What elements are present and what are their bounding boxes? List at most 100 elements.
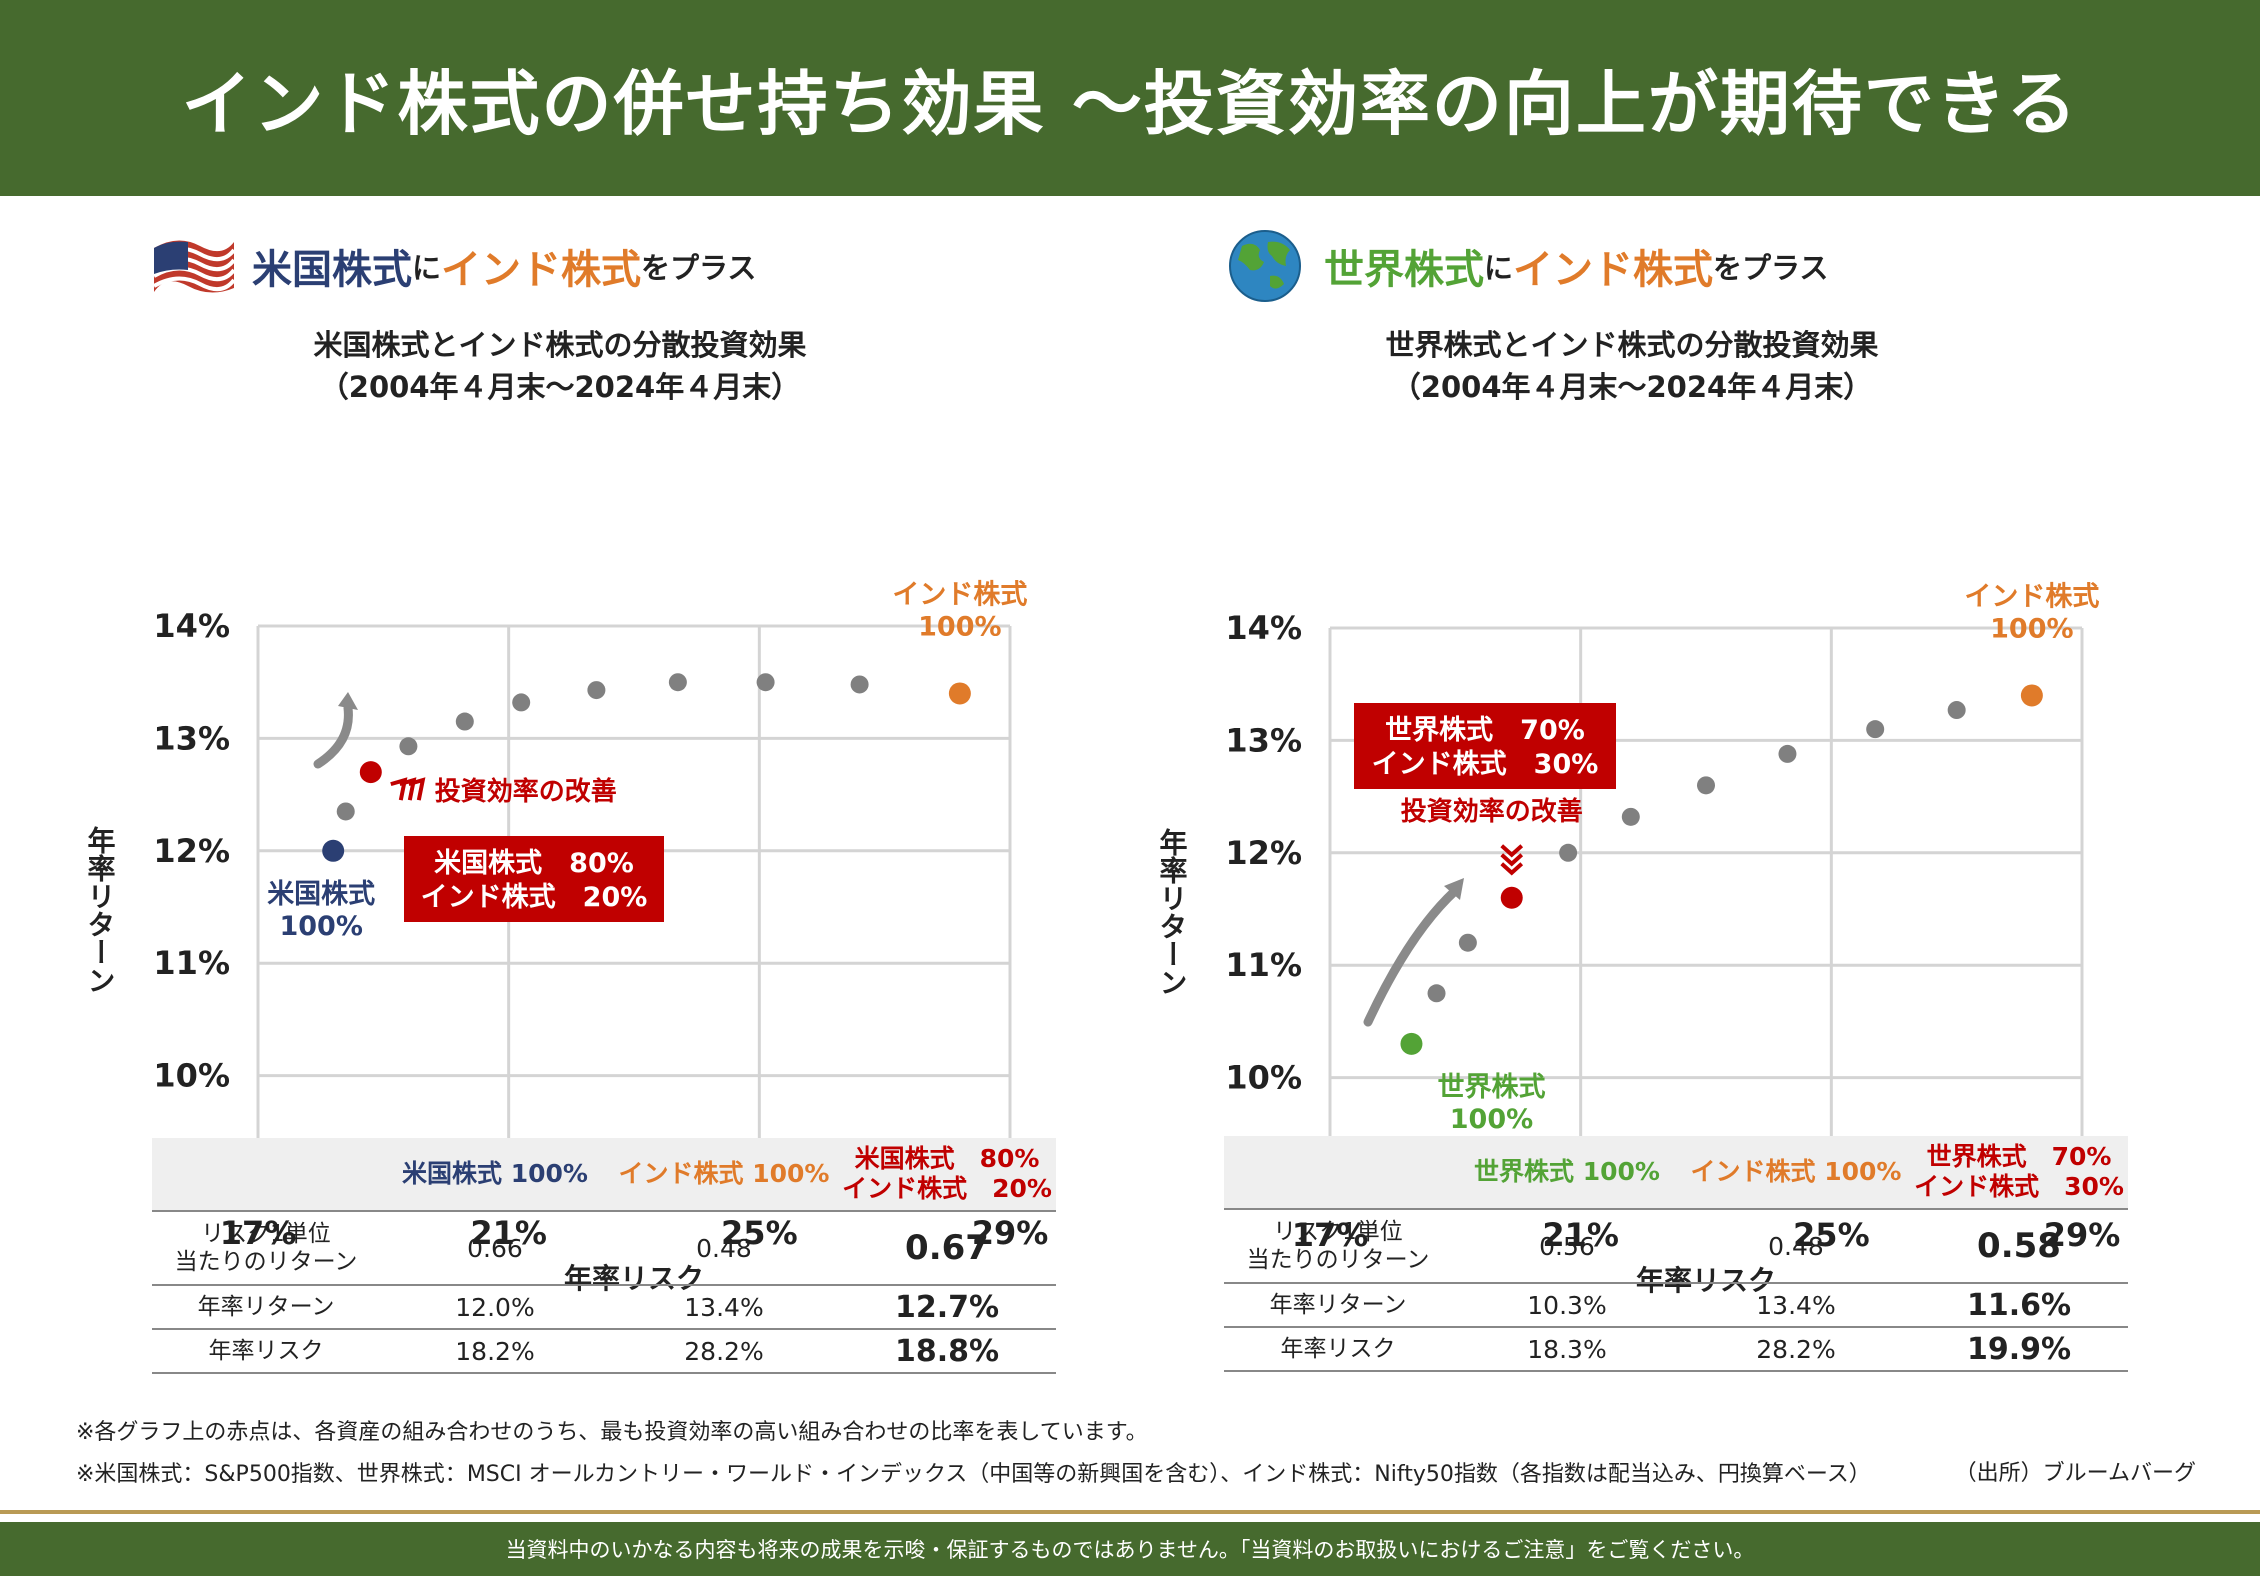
- row-label: 年率リターン: [1224, 1283, 1452, 1328]
- data-point-india: [2020, 684, 2043, 707]
- cell-mix: 19.9%: [1910, 1327, 2128, 1372]
- chevron-icon: [1500, 844, 1524, 858]
- table-header-mix-line1: 世界株式 70%: [1926, 1142, 2112, 1171]
- data-point: [336, 802, 355, 821]
- cell-mix: 12.7%: [838, 1285, 1056, 1330]
- chevron-icon: [390, 777, 408, 801]
- data-point: [455, 712, 474, 731]
- row-label-line2: 当たりのリターン: [174, 1249, 358, 1275]
- row-label: リスク1単位 当たりのリターン: [152, 1211, 380, 1286]
- cell-india: 28.2%: [610, 1329, 838, 1374]
- table-header-base: 米国株式 100%: [380, 1138, 610, 1212]
- y-tick-label: 14%: [153, 607, 230, 645]
- y-tick-label: 12%: [153, 832, 230, 870]
- point-label-india-pct: 100%: [1990, 613, 2073, 644]
- row-label: 年率リターン: [152, 1285, 380, 1330]
- table-row: リスク1単位 当たりのリターン 0.66 0.48 0.67: [152, 1211, 1056, 1286]
- footer-bar: 当資料中のいかなる内容も将来の成果を示唆・保証するものではありません。「当資料の…: [0, 1522, 2260, 1576]
- chevron-icon: [1500, 853, 1524, 867]
- y-axis-label: 年率リターン: [1156, 827, 1189, 996]
- panel-heading-world: 世界株式にインド株式 をプラス: [1220, 226, 1828, 306]
- cell-base: 0.56: [1452, 1209, 1682, 1284]
- data-point-india: [948, 682, 971, 705]
- data-point-base: [1400, 1032, 1423, 1055]
- chevron-icon: [1500, 862, 1524, 876]
- point-label-base-name: 米国株式: [267, 879, 375, 910]
- callout-line1: 世界株式 70%: [1385, 715, 1585, 746]
- table-row: 年率リスク 18.2% 28.2% 18.8%: [152, 1329, 1056, 1374]
- cell-base: 10.3%: [1452, 1283, 1682, 1328]
- cell-base: 12.0%: [380, 1285, 610, 1330]
- row-label-line1: リスク1単位: [1273, 1219, 1403, 1245]
- y-tick-label: 11%: [153, 944, 230, 982]
- point-label-india-name: インド株式: [892, 579, 1027, 610]
- row-label: 年率リスク: [1224, 1327, 1452, 1372]
- improvement-label: 投資効率の改善: [1401, 796, 1583, 827]
- cell-mix: 0.58: [1910, 1209, 2128, 1284]
- row-label-line1: リスク1単位: [201, 1221, 331, 1247]
- cell-india: 13.4%: [610, 1285, 838, 1330]
- footnote-red-point: ※各グラフ上の赤点は、各資産の組み合わせのうち、最も投資効率の高い組み合わせの比…: [76, 1420, 1148, 1445]
- page-title: インド株式の併せ持ち効果 ～投資効率の向上が期待できる: [181, 62, 2079, 145]
- point-label-base-name: 世界株式: [1437, 1072, 1545, 1103]
- data-point: [1866, 720, 1885, 739]
- y-tick-label: 11%: [1225, 946, 1302, 984]
- table-header-mix: 世界株式 70% インド株式 30%: [1910, 1136, 2128, 1210]
- table-header-mix-line2: インド株式 20%: [842, 1174, 1052, 1203]
- optimal-callout-box: [1354, 703, 1616, 789]
- data-point-optimal: [359, 761, 382, 784]
- cell-base: 18.3%: [1452, 1327, 1682, 1372]
- point-label-base-pct: 100%: [1450, 1104, 1533, 1135]
- data-point: [1458, 933, 1477, 952]
- source-note: （出所）ブルームバーグ: [1954, 1461, 2196, 1486]
- table-row: 年率リスク 18.3% 28.2% 19.9%: [1224, 1327, 2128, 1372]
- row-label-line2: 当たりのリターン: [1246, 1247, 1430, 1273]
- point-label-india-pct: 100%: [918, 611, 1001, 642]
- table-corner: [1224, 1136, 1452, 1210]
- cell-india: 0.48: [1682, 1209, 1910, 1284]
- y-tick-label: 14%: [1225, 609, 1302, 647]
- data-point: [1778, 744, 1797, 763]
- heading-base-text: 米国株式: [252, 247, 412, 293]
- header-bar: インド株式の併せ持ち効果 ～投資効率の向上が期待できる: [0, 0, 2260, 196]
- y-tick-label: 12%: [1225, 834, 1302, 872]
- panel-world: 世界株式にインド株式 をプラス 世界株式とインド株式の分散投資効果 （2004年４…: [1072, 196, 2202, 1396]
- improvement-label: 投資効率の改善: [435, 776, 617, 807]
- y-axis-label: 年率リターン: [84, 825, 117, 994]
- comparison-table-world: 世界株式 100% インド株式 100% 世界株式 70% インド株式 30% …: [1224, 1136, 2128, 1372]
- data-point: [668, 673, 687, 692]
- data-point: [512, 693, 531, 712]
- data-point: [1559, 843, 1578, 862]
- table-header-mix-line1: 米国株式 80%: [854, 1144, 1040, 1173]
- trend-arrow-icon: [1363, 885, 1461, 1027]
- y-tick-label: 13%: [153, 719, 230, 757]
- heading-connector: に: [412, 251, 442, 285]
- data-point: [850, 675, 869, 694]
- cell-india: 28.2%: [1682, 1327, 1910, 1372]
- chevron-icon: [399, 777, 417, 801]
- globe-icon: [1229, 230, 1301, 302]
- cell-india: 13.4%: [1682, 1283, 1910, 1328]
- cell-base: 18.2%: [380, 1329, 610, 1374]
- callout-line2: インド株式 30%: [1372, 749, 1599, 780]
- table-row: リスク1単位 当たりのリターン 0.56 0.48 0.58: [1224, 1209, 2128, 1284]
- callout-line2: インド株式 20%: [421, 882, 648, 913]
- heading-india-text: インド株式: [441, 247, 642, 293]
- trend-arrowhead-icon: [338, 692, 358, 710]
- data-point: [1947, 701, 1966, 720]
- cell-mix: 11.6%: [1910, 1283, 2128, 1328]
- comparison-table-us: 米国株式 100% インド株式 100% 米国株式 80% インド株式 20% …: [152, 1138, 1056, 1374]
- cell-mix: 18.8%: [838, 1329, 1056, 1374]
- data-point: [756, 673, 775, 692]
- table-header-mix: 米国株式 80% インド株式 20%: [838, 1138, 1056, 1212]
- chart-period: （2004年４月末～2024年４月末）: [319, 370, 801, 404]
- table-header-india: インド株式 100%: [610, 1138, 838, 1212]
- panel-us: 米国株式にインド株式 をプラス 米国株式とインド株式の分散投資効果 （2004年４…: [0, 196, 1130, 1396]
- optimal-callout-box: [404, 836, 664, 922]
- us-flag-icon: [152, 240, 236, 293]
- table-row: 年率リターン 10.3% 13.4% 11.6%: [1224, 1283, 2128, 1328]
- chart-period: （2004年４月末～2024年４月末）: [1391, 370, 1873, 404]
- table-header-india: インド株式 100%: [1682, 1136, 1910, 1210]
- y-tick-label: 10%: [153, 1057, 230, 1095]
- panel-heading-us: 米国株式にインド株式 をプラス: [148, 226, 756, 306]
